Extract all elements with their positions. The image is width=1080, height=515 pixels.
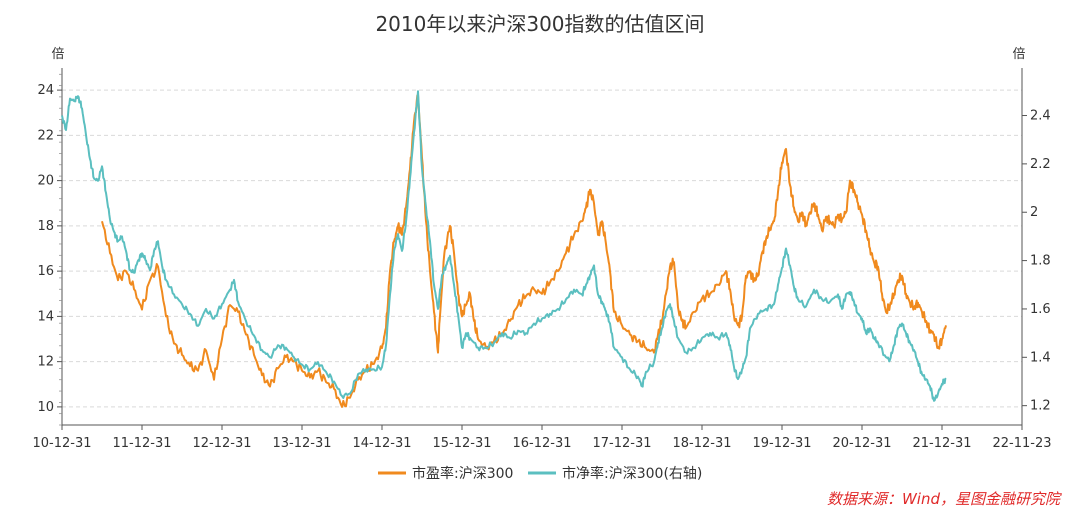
left-tick-label: 14 [37, 309, 54, 324]
legend-label: 市盈率:沪深300 [412, 465, 513, 482]
x-tick-label: 16-12-31 [512, 436, 571, 451]
right-tick-label: 1.6 [1030, 302, 1051, 317]
left-tick-label: 24 [37, 83, 54, 98]
axes [61, 68, 1023, 426]
x-tick-label: 22-11-23 [992, 436, 1051, 451]
x-tick-label: 13-12-31 [272, 436, 331, 451]
x-tick-label: 10-12-31 [32, 436, 91, 451]
x-tick-label: 18-12-31 [672, 436, 731, 451]
right-axis-ticks: 1.2 1.4 1.6 1.8 2 2.2 2.4 [1022, 109, 1051, 414]
source-note: 数据来源：Wind，星图金融研究院 [826, 490, 1060, 508]
x-tick-label: 11-12-31 [112, 436, 171, 451]
legend: 市盈率:沪深300 市净率:沪深300(右轴) [378, 465, 702, 482]
right-tick-label: 1.2 [1030, 399, 1051, 414]
x-tick-label: 21-12-31 [912, 436, 971, 451]
x-tick-label: 19-12-31 [752, 436, 811, 451]
gridlines [62, 89, 1022, 408]
left-tick-label: 20 [37, 174, 54, 189]
x-axis-ticks: 10-12-31 11-12-31 12-12-31 13-12-31 14-12-31… [32, 425, 1052, 451]
left-tick-label: 18 [37, 219, 54, 234]
chart-title: 2010年以来沪深300指数的估值区间 [375, 12, 704, 36]
right-tick-label: 1.4 [1030, 350, 1051, 365]
left-tick-label: 10 [37, 400, 54, 415]
right-tick-label: 2.2 [1030, 157, 1051, 172]
x-tick-label: 14-12-31 [352, 436, 411, 451]
series-line-pb [61, 90, 947, 402]
x-tick-label: 20-12-31 [832, 436, 891, 451]
x-tick-label: 17-12-31 [592, 436, 651, 451]
right-tick-label: 1.8 [1030, 254, 1051, 269]
left-tick-label: 12 [37, 355, 54, 370]
legend-label: 市净率:沪深300(右轴) [562, 465, 702, 482]
series-lines [61, 90, 947, 408]
left-tick-label: 16 [37, 264, 54, 279]
left-tick-label: 22 [37, 128, 54, 143]
x-tick-label: 15-12-31 [432, 436, 491, 451]
right-axis-unit: 倍 [1012, 47, 1025, 62]
left-axis-ticks: 10 12 14 16 18 20 22 24 [37, 73, 62, 426]
right-tick-label: 2 [1030, 205, 1038, 220]
series-line-pe [101, 93, 947, 408]
left-axis-unit: 倍 [51, 47, 64, 62]
x-tick-label: 12-12-31 [192, 436, 251, 451]
right-tick-label: 2.4 [1030, 109, 1051, 124]
